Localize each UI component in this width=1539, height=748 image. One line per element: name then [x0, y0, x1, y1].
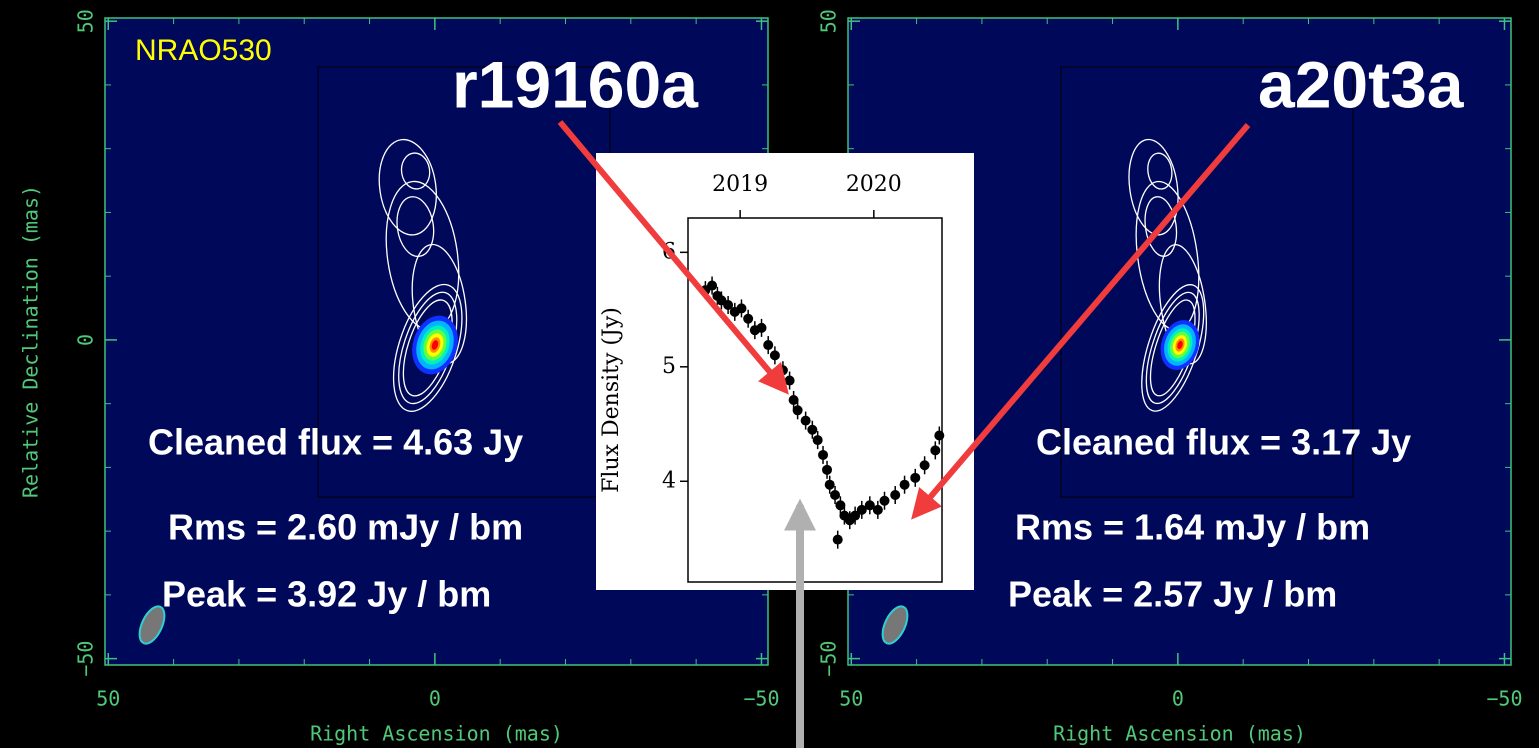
point: [822, 465, 832, 475]
x-axis-label: Right Ascension (mas): [310, 722, 563, 746]
y-tick-label: 4: [662, 468, 676, 493]
annotation: Rms = 1.64 mJy / bm: [1015, 507, 1370, 548]
y-tick-label: 0: [74, 334, 98, 346]
x-tick-label: 50: [839, 687, 863, 711]
y-tick-label: −50: [74, 641, 98, 677]
point: [833, 535, 843, 545]
annotation: Peak = 3.92 Jy / bm: [162, 574, 491, 615]
slide: 500−50500−50Right Ascension (mas)Relativ…: [0, 0, 1539, 748]
point: [934, 430, 944, 440]
inset: 20192020456Flux Density (Jy): [596, 153, 974, 590]
x-tick-label: 0: [429, 687, 441, 711]
point: [707, 281, 717, 291]
point: [743, 314, 753, 324]
y-axis-label: Relative Declination (mas): [19, 185, 43, 498]
map-title: r19160a: [452, 47, 699, 121]
y-tick-label: 5: [662, 354, 676, 379]
point: [890, 490, 900, 500]
x-tick-label: 2020: [846, 172, 902, 197]
point: [910, 473, 920, 483]
annotation: Cleaned flux = 4.63 Jy: [148, 422, 523, 463]
point: [920, 460, 930, 470]
point: [793, 405, 803, 415]
point: [763, 340, 773, 350]
x-tick-label: 0: [1172, 687, 1184, 711]
y-axis-label: Flux Density (Jy): [599, 307, 624, 493]
point: [770, 350, 780, 360]
y-tick-label: 50: [74, 9, 98, 33]
map-title: a20t3a: [1258, 47, 1465, 121]
annotation: Rms = 2.60 mJy / bm: [168, 507, 523, 548]
source-name: NRAO530: [135, 34, 272, 67]
annotation: Peak = 2.57 Jy / bm: [1008, 574, 1337, 615]
x-axis-label: Right Ascension (mas): [1053, 722, 1306, 746]
point: [813, 435, 823, 445]
point: [807, 425, 817, 435]
x-tick-label: 2019: [712, 172, 768, 197]
point: [930, 445, 940, 455]
point: [900, 480, 910, 490]
point: [785, 376, 795, 386]
y-tick-label: −50: [817, 641, 841, 677]
point: [778, 365, 788, 375]
point: [825, 480, 835, 490]
x-tick-label: −50: [1486, 687, 1522, 711]
x-tick-label: −50: [743, 687, 779, 711]
annotation: Cleaned flux = 3.17 Jy: [1036, 422, 1411, 463]
point: [818, 450, 828, 460]
point: [757, 323, 767, 333]
point: [801, 416, 811, 426]
x-tick-label: 50: [96, 687, 120, 711]
point: [873, 505, 883, 515]
point: [830, 490, 840, 500]
point: [880, 496, 890, 506]
point: [736, 303, 746, 313]
y-tick-label: 50: [817, 9, 841, 33]
